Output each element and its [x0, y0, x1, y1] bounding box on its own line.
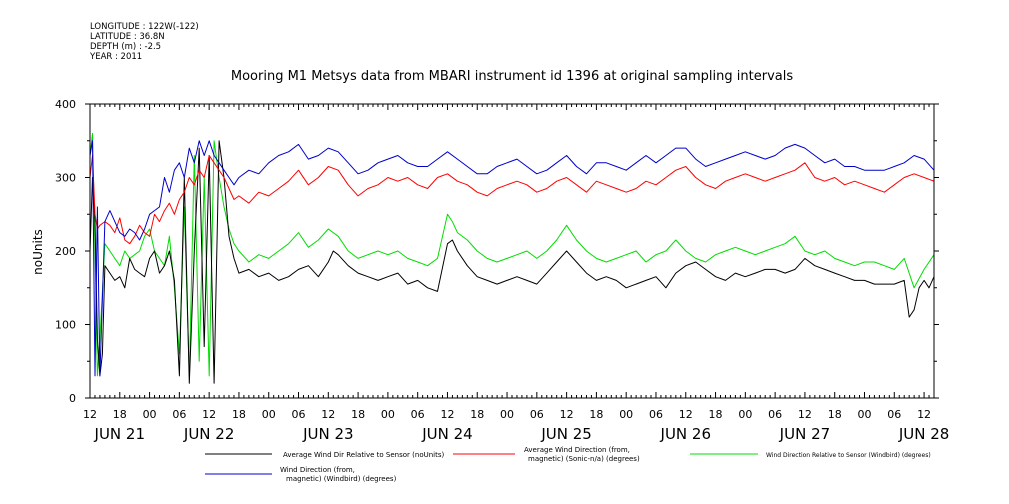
depth-text: DEPTH (m) : -2.5 — [90, 42, 162, 52]
x-day-label-5: JUN 26 — [660, 425, 711, 443]
x-hour-label-21: 18 — [709, 408, 723, 421]
x-hour-label-26: 00 — [857, 408, 871, 421]
x-hour-label-24: 12 — [798, 408, 812, 421]
metadata-block: LONGITUDE : 122W(-122) LATITUDE : 36.8N … — [90, 22, 199, 62]
x-hour-label-28: 12 — [917, 408, 931, 421]
x-hour-label-0: 12 — [83, 408, 97, 421]
x-hour-label-23: 06 — [768, 408, 782, 421]
x-day-label-7: JUN 28 — [898, 425, 949, 443]
y-tick-label-2: 200 — [55, 245, 76, 258]
x-hour-label-17: 18 — [589, 408, 603, 421]
x-day-label-1: JUN 22 — [183, 425, 234, 443]
x-day-label-4: JUN 25 — [540, 425, 591, 443]
series-layer — [89, 132, 935, 384]
series-line-0 — [89, 140, 935, 384]
year-text: YEAR : 2011 — [90, 52, 143, 62]
y-axis-label: noUnits — [31, 229, 45, 275]
x-hour-label-10: 00 — [381, 408, 395, 421]
legend: Average Wind Dir Relative to Sensor (noU… — [205, 446, 931, 483]
x-hour-label-25: 18 — [828, 408, 842, 421]
x-hour-label-3: 06 — [172, 408, 186, 421]
x-hour-label-27: 06 — [887, 408, 901, 421]
y-tick-label-4: 400 — [55, 98, 76, 111]
x-hour-label-7: 06 — [292, 408, 306, 421]
y-tick-label-3: 300 — [55, 172, 76, 185]
latitude-text: LATITUDE : 36.8N — [90, 32, 165, 42]
chart-title: Mooring M1 Metsys data from MBARI instru… — [231, 69, 793, 84]
legend-label-blue-1: Wind Direction (from, — [280, 466, 355, 474]
x-hour-label-2: 00 — [143, 408, 157, 421]
x-hour-label-18: 00 — [619, 408, 633, 421]
x-hour-label-22: 00 — [738, 408, 752, 421]
x-hour-label-8: 12 — [321, 408, 335, 421]
x-hour-label-20: 12 — [679, 408, 693, 421]
x-hour-label-19: 06 — [649, 408, 663, 421]
plot-frame — [89, 103, 935, 399]
series-line-1 — [89, 155, 935, 245]
x-hour-label-9: 18 — [351, 408, 365, 421]
x-hour-label-13: 18 — [470, 408, 484, 421]
x-day-label-3: JUN 24 — [421, 425, 472, 443]
x-day-label-0: JUN 21 — [94, 425, 145, 443]
x-hour-label-6: 00 — [262, 408, 276, 421]
x-hour-label-11: 06 — [411, 408, 425, 421]
x-hour-label-14: 00 — [500, 408, 514, 421]
legend-label-red-2: magnetic) (Sonic-n/a) (degrees) — [528, 455, 640, 463]
x-hour-label-12: 12 — [440, 408, 454, 421]
legend-label-black: Average Wind Dir Relative to Sensor (noU… — [283, 451, 444, 459]
longitude-text: LONGITUDE : 122W(-122) — [90, 22, 199, 32]
legend-label-green: Wind Direction Relative to Sensor (Windb… — [766, 452, 931, 459]
y-tick-label-1: 100 — [55, 319, 76, 332]
x-day-label-2: JUN 23 — [302, 425, 353, 443]
axis-layer: 0 100 200 300 400 12 18 00 06 12 18 00 06 12 18 00 06 12 1… — [55, 98, 949, 443]
x-hour-label-16: 12 — [560, 408, 574, 421]
x-hour-label-1: 18 — [113, 408, 127, 421]
x-hour-label-5: 18 — [232, 408, 246, 421]
series-line-2 — [89, 132, 935, 377]
legend-label-red-1: Average Wind Direction (from, — [524, 446, 630, 454]
x-hour-label-15: 06 — [530, 408, 544, 421]
series-line-3 — [89, 140, 935, 377]
legend-label-blue-2: magnetic) (Windbird) (degrees) — [286, 475, 397, 483]
y-tick-label-0: 0 — [69, 392, 76, 405]
x-hour-label-4: 12 — [202, 408, 216, 421]
x-day-label-6: JUN 27 — [779, 425, 830, 443]
